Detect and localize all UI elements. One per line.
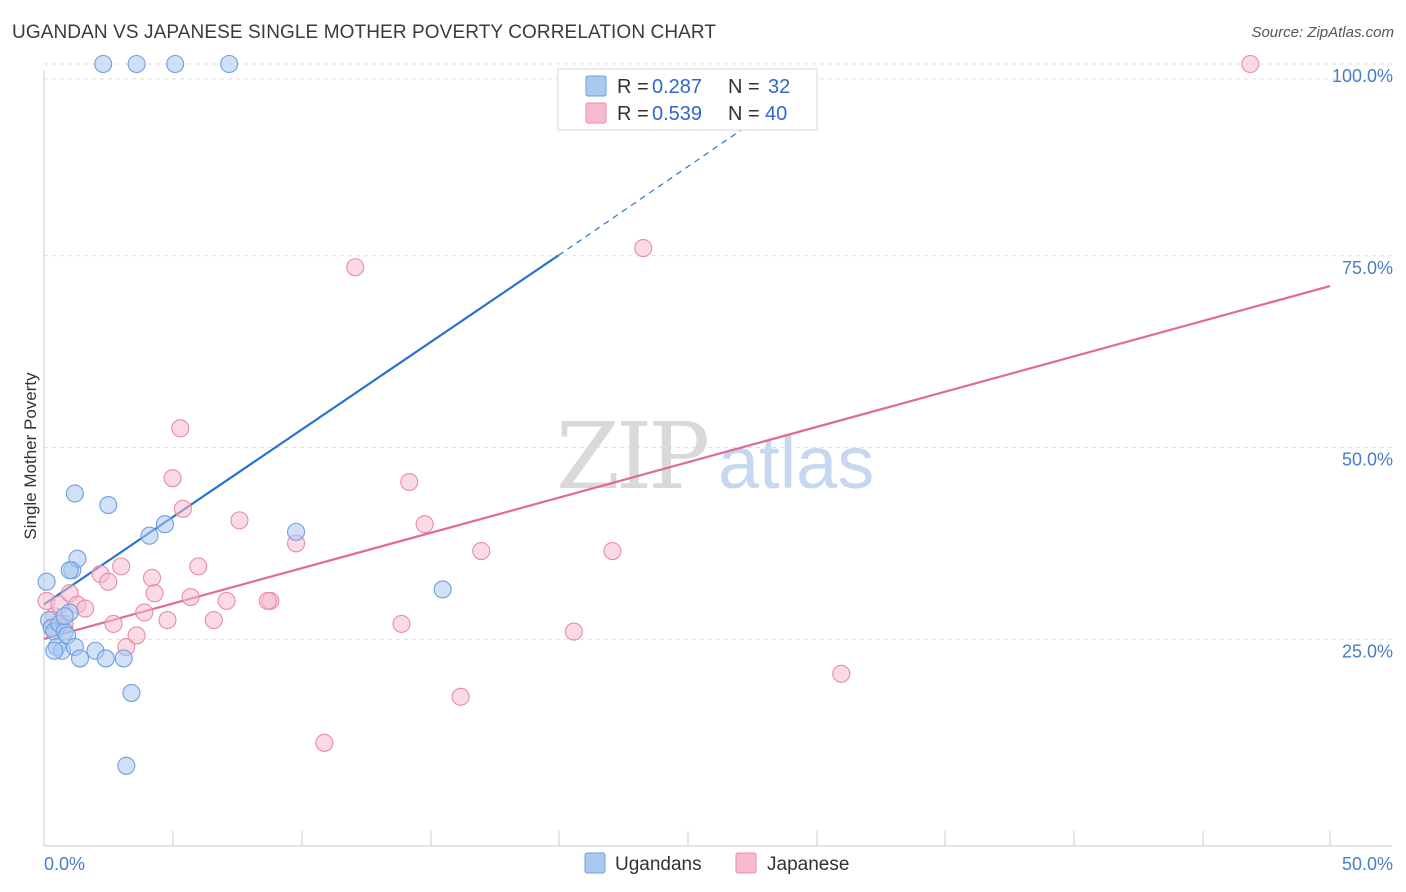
y-tick-label: 75.0% bbox=[1342, 258, 1393, 278]
point-ugandans bbox=[45, 641, 64, 660]
point-japanese bbox=[181, 588, 200, 607]
legend-swatch-japanese bbox=[585, 102, 607, 124]
point-japanese bbox=[189, 557, 208, 576]
point-ugandans bbox=[37, 572, 56, 591]
point-ugandans bbox=[94, 54, 113, 74]
legend-r-value-ugandans: 0.287 bbox=[652, 76, 702, 98]
point-japanese bbox=[158, 611, 177, 630]
point-japanese bbox=[104, 614, 123, 633]
point-japanese bbox=[127, 626, 146, 645]
point-japanese bbox=[832, 664, 851, 683]
point-ugandans bbox=[127, 54, 146, 74]
y-tick-label: 100.0% bbox=[1332, 66, 1393, 86]
point-ugandans bbox=[287, 522, 306, 541]
chart-title: UGANDAN VS JAPANESE SINGLE MOTHER POVERT… bbox=[12, 22, 717, 43]
point-japanese bbox=[415, 515, 434, 534]
point-japanese bbox=[1241, 54, 1260, 74]
point-japanese bbox=[258, 591, 277, 610]
axes bbox=[43, 70, 1392, 847]
point-japanese bbox=[392, 614, 411, 633]
point-ugandans bbox=[96, 649, 115, 668]
point-japanese bbox=[346, 258, 365, 277]
point-ugandans bbox=[60, 561, 79, 580]
point-ugandans bbox=[117, 756, 136, 775]
trendline-ugandans bbox=[43, 254, 560, 606]
point-ugandans bbox=[65, 484, 84, 503]
point-japanese bbox=[634, 239, 653, 258]
y-tick-labels: 25.0% 50.0% 75.0% 100.0% bbox=[1332, 66, 1393, 661]
watermark-zip: ZIP bbox=[556, 403, 707, 510]
x-tick-label: 0.0% bbox=[44, 854, 85, 874]
point-japanese bbox=[142, 568, 162, 587]
bottom-legend: Ugandans Japanese bbox=[584, 852, 849, 875]
point-ugandans bbox=[114, 649, 133, 668]
point-japanese bbox=[451, 687, 470, 706]
point-japanese bbox=[163, 469, 182, 488]
point-ugandans bbox=[122, 683, 141, 702]
point-ugandans bbox=[166, 54, 185, 74]
point-japanese bbox=[173, 499, 192, 518]
point-japanese bbox=[400, 472, 419, 492]
legend: R = 0.287 N = 32 R = 0.539 N = 40 bbox=[557, 68, 818, 131]
bottom-legend-label-japanese: Japanese bbox=[767, 854, 849, 875]
legend-n-value-ugandans: 32 bbox=[768, 76, 790, 98]
bottom-legend-swatch-ugandans bbox=[584, 852, 606, 874]
point-japanese bbox=[112, 557, 131, 576]
trendline-japanese bbox=[43, 285, 1331, 640]
point-ugandans bbox=[220, 54, 239, 74]
y-axis-label: Single Mother Poverty bbox=[21, 372, 40, 540]
point-japanese bbox=[171, 419, 190, 438]
point-japanese bbox=[564, 622, 583, 641]
point-ugandans bbox=[55, 607, 74, 626]
bottom-legend-swatch-japanese bbox=[735, 852, 757, 874]
x-tick-label: 50.0% bbox=[1342, 854, 1393, 874]
point-ugandans bbox=[433, 580, 452, 599]
legend-r-label-japanese: R = bbox=[617, 103, 649, 125]
point-japanese bbox=[76, 599, 95, 618]
point-ugandans bbox=[140, 526, 159, 545]
point-japanese bbox=[472, 541, 491, 561]
point-japanese bbox=[145, 584, 164, 603]
watermark: ZIP atlas bbox=[556, 403, 874, 510]
x-tick-labels: 0.0% 50.0% bbox=[44, 854, 1393, 874]
point-ugandans bbox=[155, 515, 174, 534]
point-japanese bbox=[204, 611, 223, 630]
point-japanese bbox=[603, 541, 622, 561]
y-tick-label: 25.0% bbox=[1342, 641, 1393, 661]
point-japanese bbox=[217, 591, 236, 610]
bottom-legend-label-ugandans: Ugandans bbox=[615, 854, 702, 875]
point-japanese bbox=[230, 511, 249, 530]
legend-swatch-ugandans bbox=[585, 75, 607, 97]
y-tick-label: 50.0% bbox=[1342, 450, 1393, 470]
point-japanese bbox=[99, 572, 118, 591]
legend-n-label-ugandans: N = bbox=[728, 76, 760, 98]
trendline-ugandans-extension bbox=[558, 78, 816, 256]
legend-r-value-japanese: 0.539 bbox=[652, 103, 702, 125]
source-label: Source: ZipAtlas.com bbox=[1251, 24, 1394, 41]
point-ugandans bbox=[99, 495, 118, 515]
legend-r-label-ugandans: R = bbox=[617, 76, 649, 98]
point-japanese bbox=[135, 603, 154, 622]
legend-n-label-japanese: N = bbox=[728, 103, 760, 125]
point-japanese bbox=[315, 733, 334, 752]
point-ugandans bbox=[70, 649, 90, 668]
watermark-atlas: atlas bbox=[718, 421, 874, 504]
trendlines bbox=[43, 78, 1331, 640]
grid-lines bbox=[44, 63, 1392, 640]
scatter-points bbox=[37, 54, 1260, 775]
legend-n-value-japanese: 40 bbox=[765, 103, 787, 125]
